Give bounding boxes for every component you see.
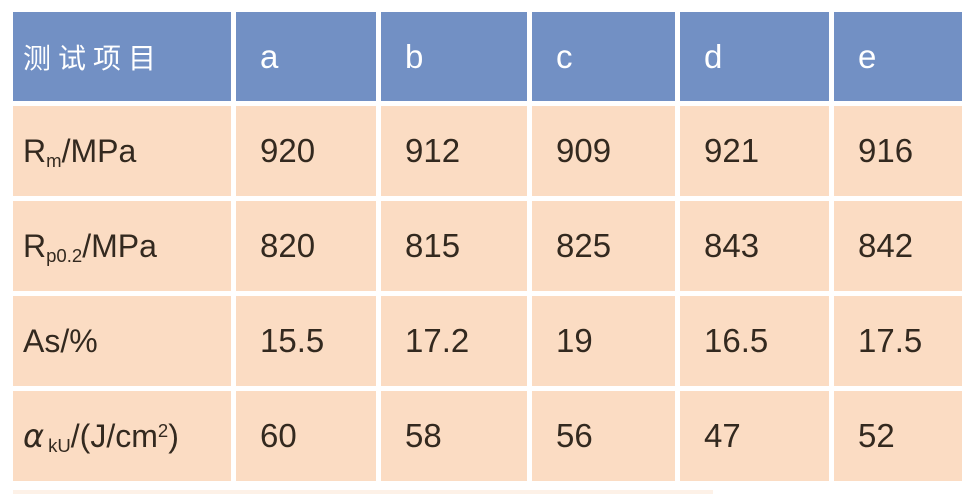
value-cell: 17.5 [834,296,962,386]
value-cell: 16.5 [680,296,829,386]
value-cell: 56 [532,391,675,481]
header-cell-e: e [834,12,962,101]
value-cell: 19 [532,296,675,386]
row-label-part: 2 [157,419,169,441]
value-cell: 52 [834,391,962,481]
row-label-part: m [46,149,62,171]
row-label-part: ) [168,418,179,454]
row-label-cell: As/% [13,296,231,386]
value-cell: 825 [532,201,675,291]
value-cell: 843 [680,201,829,291]
header-cell-d: d [680,12,829,101]
table-body: Rm/MPa 920 912 909 921 916 Rp0.2/MPa 820 815 825 8… [13,106,962,481]
table-row: As/% 15.5 17.2 19 16.5 17.5 [13,296,962,386]
value-cell: 820 [236,201,376,291]
value-cell: 47 [680,391,829,481]
value-cell: 17.2 [381,296,527,386]
value-cell: 909 [532,106,675,196]
row-label-cell: Rp0.2/MPa [13,201,231,291]
row-label-part: R [23,227,47,264]
row-label-part: /MPa [82,227,157,264]
table-row: Rm/MPa 920 912 909 921 916 [13,106,962,196]
row-label-part: p0.2 [46,244,83,266]
row-label-part: R [23,132,47,169]
value-cell: 15.5 [236,296,376,386]
value-cell: 842 [834,201,962,291]
row-label-part: /(J/cm [70,418,158,454]
value-cell: 912 [381,106,527,196]
row-label-part: α [23,417,45,455]
table-row: Rp0.2/MPa 820 815 825 843 842 [13,201,962,291]
value-cell: 920 [236,106,376,196]
header-cell-c: c [532,12,675,101]
row-label-part: /MPa [61,132,137,169]
header-cell-a: a [236,12,376,101]
row-label-cell: α kU/(J/cm2) [13,391,231,481]
header-cell-test-item: 测试项目 [13,12,231,101]
value-cell: 58 [381,391,527,481]
row-label-part: As/% [23,322,98,359]
header-cell-b: b [381,12,527,101]
row-label-cell: Rm/MPa [13,106,231,196]
cropped-next-row-edge [13,490,713,494]
value-cell: 916 [834,106,962,196]
value-cell: 815 [381,201,527,291]
table-row: α kU/(J/cm2) 60 58 56 47 52 [13,391,962,481]
value-cell: 921 [680,106,829,196]
value-cell: 60 [236,391,376,481]
row-label-part: kU [48,435,71,457]
